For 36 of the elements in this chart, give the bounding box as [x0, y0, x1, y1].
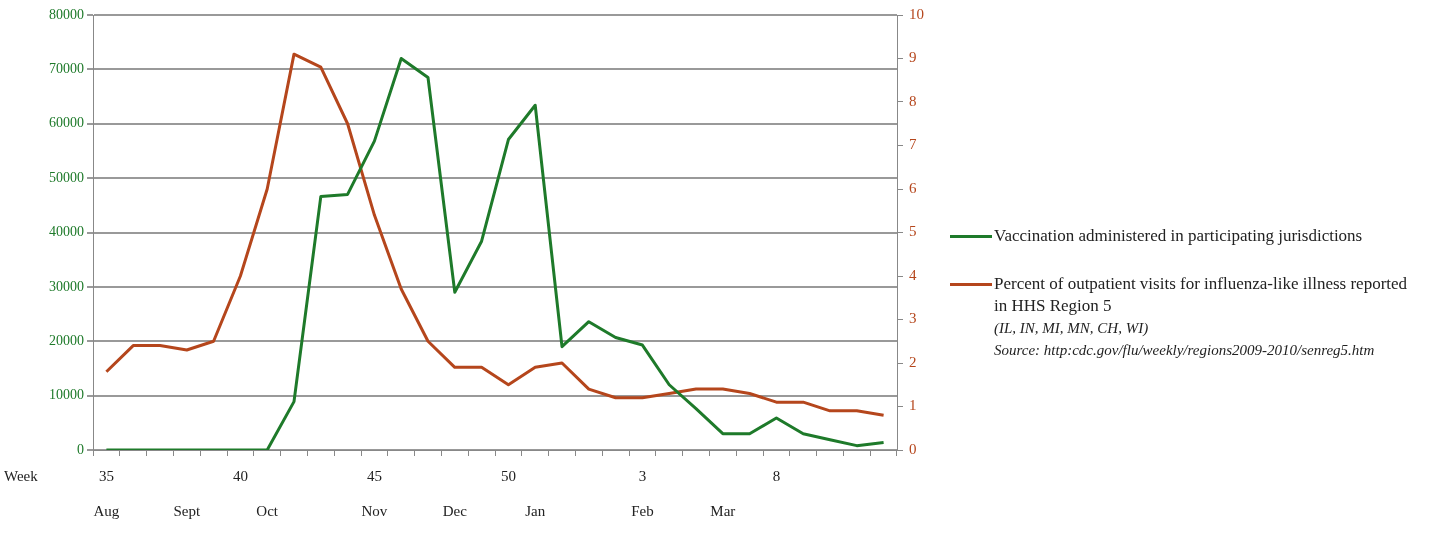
- y-tick-label: 60000: [49, 115, 84, 131]
- y-tick-label: 30000: [49, 278, 84, 294]
- y2-tick-label: 10: [909, 5, 924, 22]
- y-tick-label: 70000: [49, 61, 84, 77]
- x-tick-label: Oct: [256, 502, 279, 519]
- category-label: 35 Aug: [93, 468, 120, 519]
- y-tick-label: 50000: [49, 169, 84, 185]
- y2-tick-label: 6: [909, 179, 917, 196]
- legend-label: Vaccination administered in participating jurisdictions: [994, 225, 1363, 247]
- y-tick-label: 80000: [49, 6, 84, 22]
- x-tick-label: 40: [232, 468, 248, 485]
- y-tick-label: 10000: [49, 387, 84, 403]
- y2-tick-label: 2: [909, 353, 917, 370]
- y-tick-label: 20000: [49, 332, 84, 348]
- y2-tick-label: 7: [909, 136, 917, 153]
- y2-tick-label: 1: [909, 397, 917, 414]
- y2-tick-label: 3: [909, 310, 917, 327]
- category-label: 45 Nov: [361, 468, 388, 519]
- y2-tick-label: 5: [909, 223, 917, 240]
- text: Week: [4, 467, 39, 484]
- text: (IL, IN, MI, MN, CH, WI): [994, 319, 1150, 338]
- y2-tick-label: 0: [909, 440, 917, 457]
- x-tick-label: Mar: [710, 502, 736, 519]
- y2-tick-label: 8: [909, 92, 917, 109]
- y-tick-label: 40000: [49, 224, 84, 240]
- x-tick-label: Sept: [173, 502, 201, 519]
- y2-tick-label: 4: [909, 266, 917, 283]
- source-note: Source: http:cdc.gov/flu/weekly/regions2009-2010/senreg5.htm: [994, 341, 1376, 360]
- x-tick-label: Jan: [525, 502, 546, 519]
- y-tick-label: 0: [77, 441, 84, 457]
- x-tick-label: 8: [772, 468, 781, 485]
- legend-label: Percent of outpatient visits for influenza-like illness reported in HHS Region 5: [994, 274, 1408, 315]
- x-tick-label: 50: [500, 468, 516, 485]
- category-label: 3 Feb: [631, 468, 654, 519]
- y2-tick-label: 9: [909, 49, 917, 66]
- x-tick-label: Dec: [442, 502, 468, 519]
